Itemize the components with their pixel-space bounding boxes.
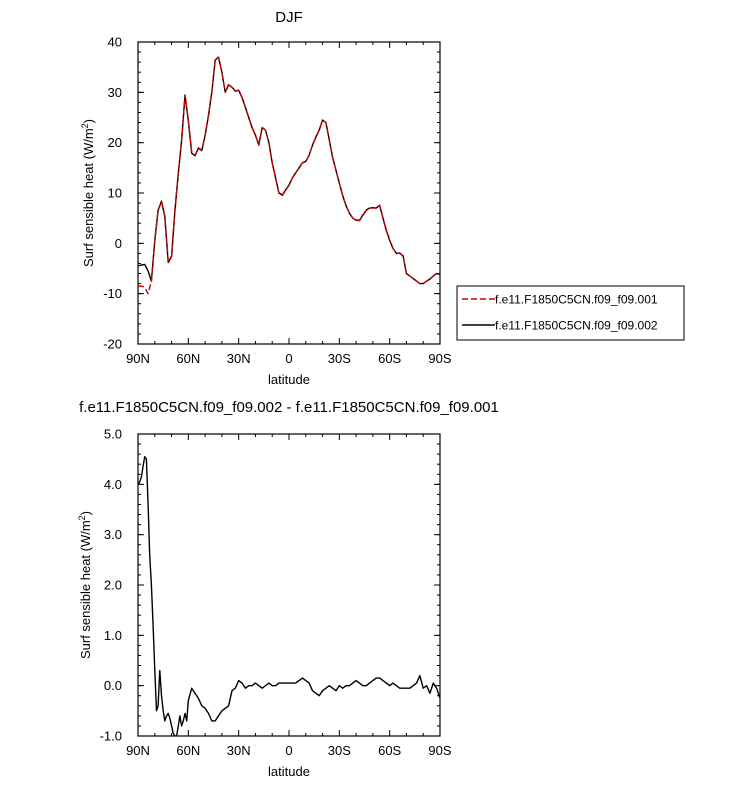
x-tick-label: 30N [227,743,251,758]
y-axis-label-superscript: 2 [77,515,87,520]
y-tick-label: -1.0 [100,729,122,744]
y-axis-label-close: ) [78,511,93,515]
x-tick-label: 30S [328,743,351,758]
x-tick-label: 0 [285,351,292,366]
x-tick-label: 60S [378,351,401,366]
y-axis-label: Surf sensible heat (W/m2) [77,511,93,659]
x-tick-label: 90S [428,743,451,758]
y-axis-label-superscript: 2 [80,123,90,128]
chart-title: f.e11.F1850C5CN.f09_f09.002 - f.e11.F185… [79,399,499,416]
x-tick-label: 90N [126,743,150,758]
series-line-0 [138,56,440,295]
y-tick-label: -10 [103,286,122,301]
y-tick-label: 4.0 [104,477,122,492]
y-tick-label: 20 [108,135,122,150]
series-line-0 [138,456,440,736]
chart-title: DJF [275,9,303,26]
x-tick-label: 60N [176,743,200,758]
y-tick-label: -20 [103,337,122,352]
y-tick-label: 1.0 [104,628,122,643]
plot-frame [137,41,441,345]
x-tick-label: 90N [126,351,150,366]
y-tick-label: 0 [115,236,122,251]
y-axis-label-text: Surf sensible heat (W/m [81,128,96,267]
legend-label: f.e11.F1850C5CN.f09_f09.002 [495,319,658,333]
x-tick-label: 60S [378,743,401,758]
x-tick-label: 30S [328,351,351,366]
y-tick-label: 40 [108,35,122,50]
x-tick-label: 30N [227,351,251,366]
x-tick-label: 0 [285,743,292,758]
y-tick-label: 5.0 [104,427,122,442]
plot-frame [137,433,441,737]
legend-box [456,285,685,341]
x-tick-label: 90S [428,351,451,366]
y-tick-label: 2.0 [104,578,122,593]
y-axis-label-text: Surf sensible heat (W/m [78,520,93,659]
y-tick-label: 0.0 [104,678,122,693]
y-tick-label: 30 [108,85,122,100]
x-tick-label: 60N [176,351,200,366]
x-axis-label: latitude [268,372,310,387]
difference-chart-panel: f.e11.F1850C5CN.f09_f09.002 - f.e11.F185… [77,399,499,779]
legend-label: f.e11.F1850C5CN.f09_f09.001 [495,293,658,307]
top-chart-panel: DJF 90N 60N 30N 0 30S 60S 90S -20 -10 0 10 20 30 40 lat… [80,9,685,387]
y-tick-label: 10 [108,186,122,201]
series-line-1 [138,56,440,285]
y-tick-label: 3.0 [104,527,122,542]
y-axis-label: Surf sensible heat (W/m2) [80,119,96,267]
y-axis-label-close: ) [81,119,96,123]
x-axis-label: latitude [268,764,310,779]
legend: f.e11.F1850C5CN.f09_f09.001 f.e11.F1850C5… [456,285,685,341]
